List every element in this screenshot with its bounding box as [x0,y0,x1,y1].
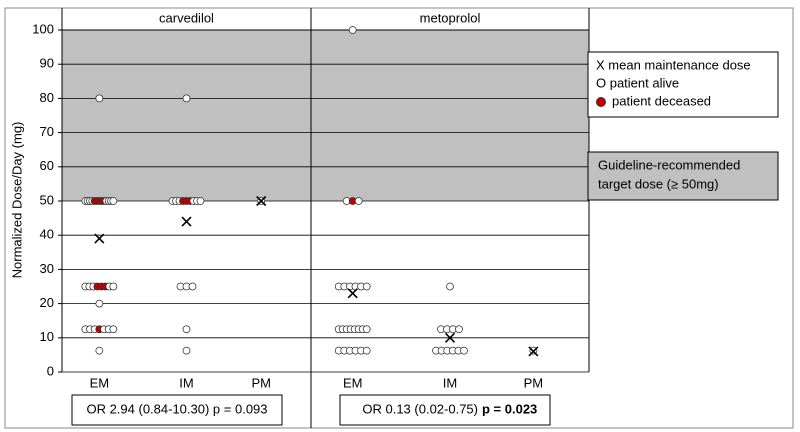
patient-alive [95,94,104,103]
y-tick-label: 30 [40,261,54,276]
patient-alive [182,346,191,355]
x-tick-label: IM [179,375,193,390]
patient-alive [455,325,463,334]
legend-label: X mean maintenance dose [596,57,751,72]
panel-title: metoprolol [420,10,481,25]
patient-alive [362,346,371,355]
y-tick-label: 50 [40,192,54,207]
target-legend-box [587,151,779,201]
patient-alive [182,325,191,334]
annotation-box [339,394,551,426]
y-tick-label: 40 [40,227,54,242]
x-tick-label: EM [343,375,363,390]
annotation-bold: p = 0.023 [482,401,537,416]
mean-marker [528,346,539,357]
patient-alive [95,346,104,355]
mean-marker [94,233,105,244]
x-tick-label: EM [90,375,110,390]
patient-alive [188,282,197,291]
y-tick-label: 60 [40,158,54,173]
mean-marker [181,216,192,227]
legend-label: O patient alive [596,75,679,90]
x-tick-label: PM [251,375,271,390]
y-tick-label: 70 [40,124,54,139]
frame [4,7,794,429]
patient-alive [109,282,118,291]
patient-alive [362,282,371,291]
panel-title: carvedilol [159,10,214,25]
x-tick-label: IM [443,375,457,390]
patient-alive [196,197,205,205]
y-tick-label: 20 [40,295,54,310]
annotation: OR 0.13 (0.02-0.75) [362,401,478,416]
patient-alive [446,282,454,291]
annotation: OR 2.94 (0.84-10.30) p = 0.093 [86,401,267,416]
legend-label: patient deceased [612,93,711,108]
patient-alive [348,26,357,34]
target-legend-label: Guideline-recommended [598,157,740,172]
y-tick-label: 80 [40,90,54,105]
patient-alive [362,325,371,334]
target-legend-label: target dose (≥ 50mg) [598,176,719,191]
y-tick-label: 100 [32,21,54,36]
mean-marker [347,288,358,299]
y-tick-label: 0 [47,363,54,378]
patient-alive [95,299,104,308]
mean-marker [444,332,456,343]
patient-alive [460,346,468,355]
annotation-box [71,394,283,426]
legend-box [587,51,779,118]
patient-alive [109,325,118,334]
legend-swatch [596,97,606,107]
y-tick-label: 10 [40,329,54,344]
patient-alive [109,197,118,205]
mean-marker [256,195,267,207]
y-tick-label: 90 [40,56,54,71]
x-tick-label: PM [524,375,544,390]
target-region [62,30,589,201]
y-axis-label: Normalized Dose/Day (mg) [9,122,24,279]
patient-alive [182,94,191,103]
patient-alive [354,197,363,205]
